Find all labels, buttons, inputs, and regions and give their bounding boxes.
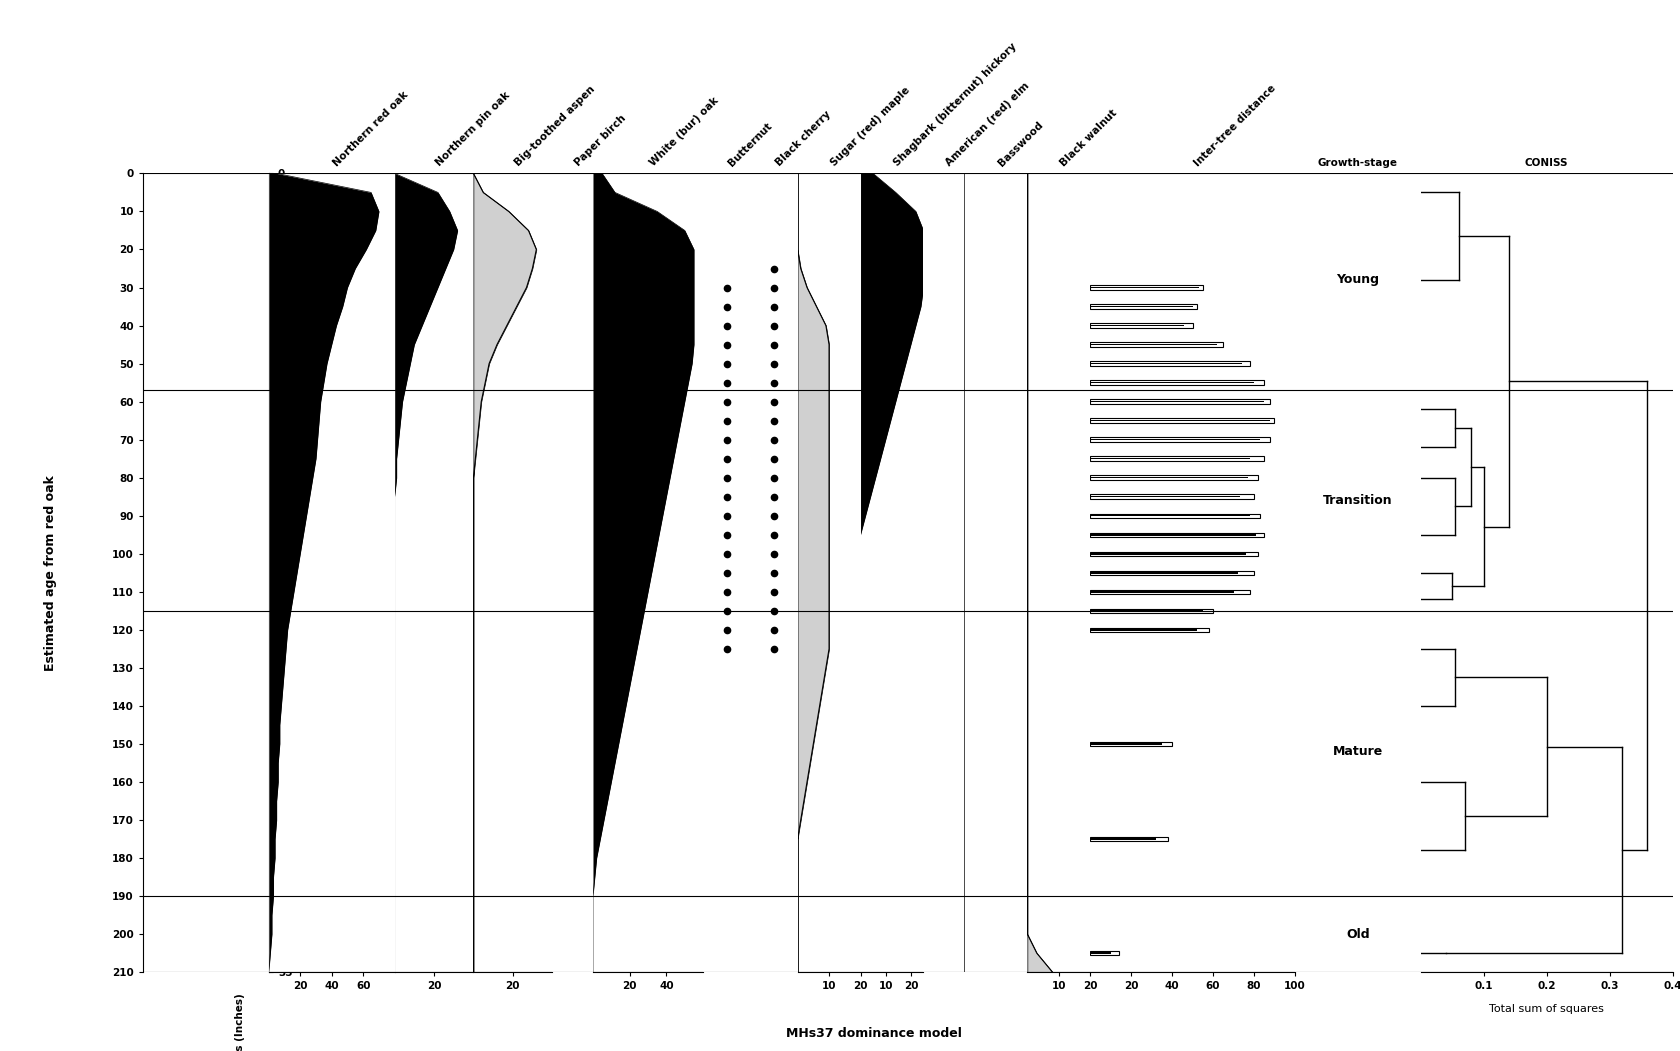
Bar [1090, 952, 1110, 954]
Text: White (bur) oak: White (bur) oak [648, 96, 721, 168]
Bar [1090, 495, 1253, 499]
Bar [1090, 458, 1250, 459]
Bar [1090, 630, 1196, 631]
Bar [1090, 515, 1250, 516]
Bar [1090, 382, 1253, 384]
Text: Diameter class (Inches): Diameter class (Inches) [235, 993, 245, 1051]
Bar [1090, 324, 1191, 328]
Bar [1090, 418, 1273, 423]
Text: Old: Old [1346, 928, 1369, 941]
Bar [1090, 609, 1213, 613]
Bar [1090, 839, 1156, 840]
Text: Total sum of squares: Total sum of squares [1488, 1004, 1603, 1014]
Bar [1090, 496, 1238, 497]
Text: Shagbark (bitternut) hickory: Shagbark (bitternut) hickory [892, 41, 1018, 168]
Bar [1090, 533, 1263, 537]
Bar [1090, 343, 1223, 347]
Text: MHs37 dominance model: MHs37 dominance model [786, 1028, 961, 1040]
Text: Growth-stage: Growth-stage [1317, 158, 1398, 168]
Bar [1090, 627, 1208, 632]
Text: Inter-tree distance: Inter-tree distance [1191, 83, 1277, 168]
Text: Young: Young [1336, 273, 1379, 287]
Bar [1090, 456, 1263, 461]
Text: Basswood: Basswood [995, 120, 1043, 168]
Bar [1090, 305, 1196, 309]
Bar [1090, 400, 1263, 403]
Bar [1090, 591, 1233, 593]
Bar [1090, 572, 1236, 574]
Bar [1090, 951, 1119, 955]
Bar [1090, 742, 1171, 746]
Text: CONISS: CONISS [1524, 158, 1567, 168]
Text: Big-toothed aspen: Big-toothed aspen [512, 84, 596, 168]
Bar [1090, 287, 1198, 288]
Bar [1090, 344, 1216, 346]
Bar [1090, 363, 1242, 365]
Bar [1090, 553, 1245, 555]
Text: Black walnut: Black walnut [1058, 107, 1119, 168]
Bar [1090, 571, 1253, 575]
Text: Butternut: Butternut [726, 121, 774, 168]
Text: Northern red oak: Northern red oak [331, 89, 410, 168]
Bar [1090, 590, 1250, 594]
Text: Estimated age from red oak: Estimated age from red oak [44, 475, 57, 671]
Bar [1090, 325, 1184, 326]
Bar [1090, 399, 1270, 404]
Text: American (red) elm: American (red) elm [944, 81, 1032, 168]
Bar [1090, 514, 1260, 518]
Text: Sugar (red) maple: Sugar (red) maple [828, 85, 912, 168]
Bar [1090, 439, 1260, 440]
Bar [1090, 306, 1191, 307]
Bar [1090, 743, 1161, 745]
Bar [1090, 477, 1247, 478]
Bar [1090, 285, 1203, 290]
Bar [1090, 475, 1257, 480]
Text: Transition: Transition [1322, 494, 1391, 507]
Text: Paper birch: Paper birch [573, 114, 627, 168]
Bar [1090, 420, 1270, 421]
Text: Black cherry: Black cherry [773, 109, 832, 168]
Bar [1090, 362, 1250, 366]
Bar [1090, 837, 1168, 841]
Text: Northern pin oak: Northern pin oak [433, 90, 512, 168]
Bar [1090, 552, 1257, 556]
Bar [1090, 437, 1270, 441]
Bar [1090, 534, 1255, 536]
Bar [1090, 610, 1203, 612]
Text: Mature: Mature [1332, 745, 1383, 758]
Bar [1090, 380, 1263, 385]
